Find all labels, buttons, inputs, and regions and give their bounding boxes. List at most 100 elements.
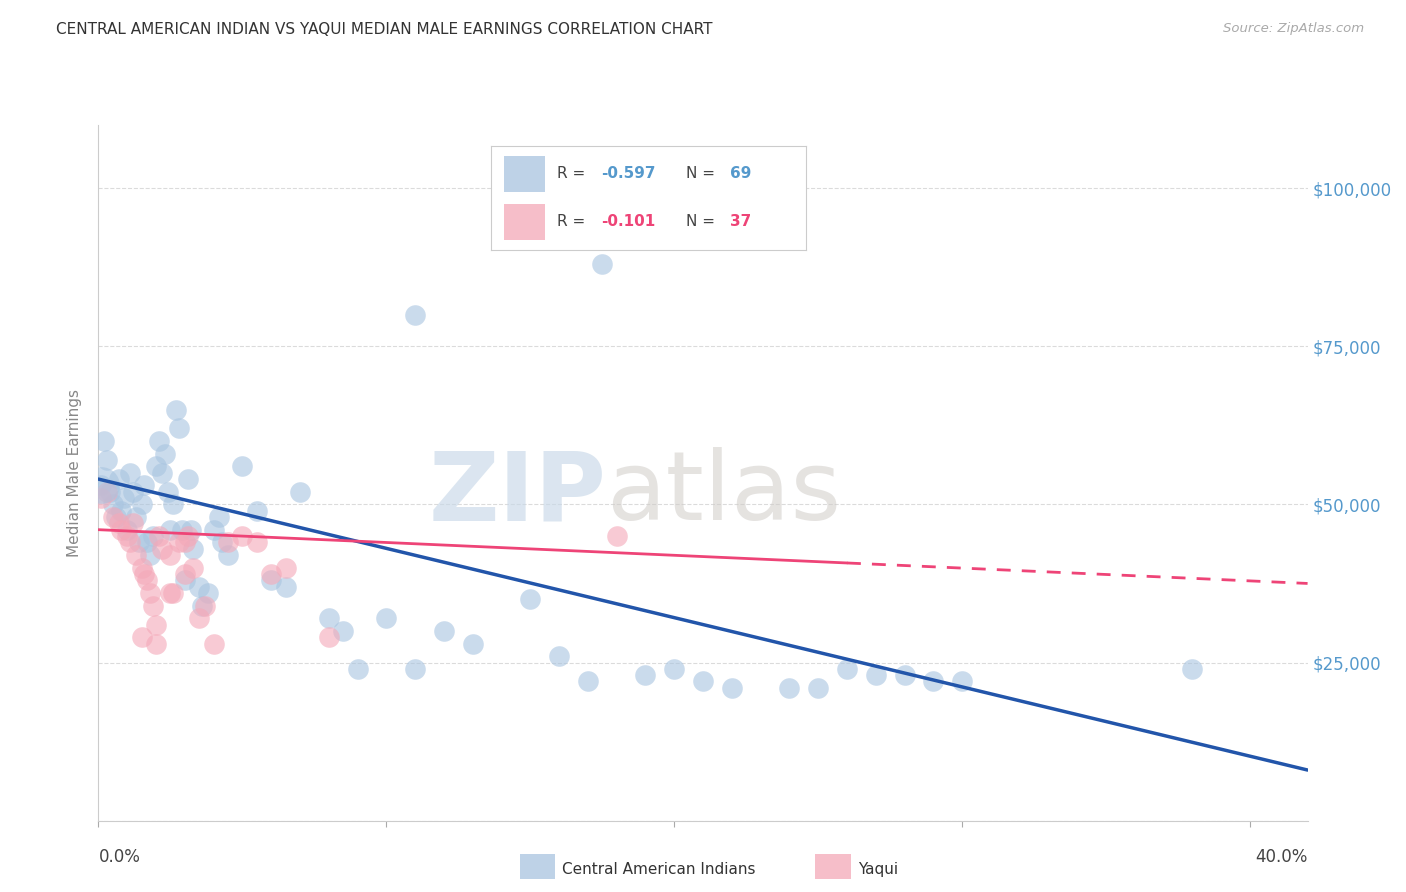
Point bbox=[125, 548, 148, 562]
Point bbox=[606, 529, 628, 543]
Point bbox=[110, 504, 132, 518]
Text: N =: N = bbox=[686, 214, 720, 229]
Text: Central American Indians: Central American Indians bbox=[562, 863, 756, 877]
Text: 40.0%: 40.0% bbox=[1256, 848, 1308, 866]
Point bbox=[1181, 662, 1204, 676]
Point bbox=[404, 662, 426, 676]
Point bbox=[375, 611, 398, 625]
Point bbox=[136, 535, 159, 549]
Point bbox=[246, 504, 269, 518]
Point bbox=[101, 497, 124, 511]
Point bbox=[274, 560, 297, 574]
Point bbox=[176, 472, 198, 486]
Point bbox=[159, 523, 181, 537]
Point bbox=[101, 510, 124, 524]
Point bbox=[183, 560, 205, 574]
Point bbox=[107, 472, 129, 486]
Point bbox=[664, 662, 686, 676]
Text: N =: N = bbox=[686, 167, 720, 181]
Point bbox=[591, 257, 613, 271]
Point bbox=[122, 484, 145, 499]
Point bbox=[142, 529, 165, 543]
Point bbox=[893, 668, 915, 682]
Point bbox=[173, 566, 195, 581]
Point bbox=[865, 668, 887, 682]
Text: atlas: atlas bbox=[606, 447, 841, 541]
Point bbox=[318, 611, 340, 625]
Point bbox=[188, 580, 211, 594]
Point bbox=[183, 541, 205, 556]
FancyBboxPatch shape bbox=[503, 156, 546, 192]
Point bbox=[170, 523, 193, 537]
Text: Yaqui: Yaqui bbox=[858, 863, 898, 877]
Point bbox=[142, 599, 165, 613]
Point bbox=[98, 484, 121, 499]
Text: 0.0%: 0.0% bbox=[98, 848, 141, 866]
Point bbox=[211, 535, 233, 549]
Point bbox=[139, 586, 162, 600]
Point bbox=[576, 674, 599, 689]
Point bbox=[115, 529, 138, 543]
Point bbox=[107, 516, 129, 531]
Point bbox=[180, 523, 202, 537]
Point bbox=[260, 566, 283, 581]
Point bbox=[231, 459, 253, 474]
Point bbox=[202, 636, 225, 650]
Point bbox=[692, 674, 714, 689]
Point bbox=[922, 674, 945, 689]
Point bbox=[835, 662, 858, 676]
Point bbox=[202, 523, 225, 537]
Point bbox=[136, 574, 159, 588]
Point bbox=[120, 535, 142, 549]
Point bbox=[145, 636, 167, 650]
Point bbox=[120, 466, 142, 480]
Point bbox=[162, 497, 184, 511]
Point bbox=[112, 491, 135, 505]
Point bbox=[176, 529, 198, 543]
Point bbox=[115, 523, 138, 537]
Text: -0.101: -0.101 bbox=[602, 214, 655, 229]
Text: CENTRAL AMERICAN INDIAN VS YAQUI MEDIAN MALE EARNINGS CORRELATION CHART: CENTRAL AMERICAN INDIAN VS YAQUI MEDIAN … bbox=[56, 22, 713, 37]
Point bbox=[433, 624, 456, 638]
Point bbox=[134, 478, 156, 492]
Point bbox=[134, 566, 156, 581]
Point bbox=[145, 617, 167, 632]
Point bbox=[153, 447, 176, 461]
Point bbox=[720, 681, 742, 695]
Point bbox=[208, 510, 231, 524]
Point bbox=[150, 466, 173, 480]
Point bbox=[188, 611, 211, 625]
Point bbox=[156, 484, 179, 499]
Point bbox=[778, 681, 800, 695]
Text: R =: R = bbox=[557, 167, 591, 181]
Point bbox=[139, 548, 162, 562]
Text: 69: 69 bbox=[730, 167, 752, 181]
Point bbox=[173, 535, 195, 549]
Point bbox=[807, 681, 830, 695]
Point bbox=[548, 649, 571, 664]
Point bbox=[950, 674, 973, 689]
Point bbox=[167, 421, 190, 435]
Point bbox=[217, 535, 239, 549]
Point bbox=[165, 402, 187, 417]
Point bbox=[519, 592, 541, 607]
Point bbox=[159, 548, 181, 562]
Point bbox=[162, 586, 184, 600]
Point bbox=[148, 434, 170, 449]
Y-axis label: Median Male Earnings: Median Male Earnings bbox=[67, 389, 83, 557]
Point bbox=[332, 624, 354, 638]
Point bbox=[191, 599, 214, 613]
Point bbox=[104, 510, 127, 524]
Point bbox=[93, 434, 115, 449]
Point bbox=[150, 541, 173, 556]
Text: R =: R = bbox=[557, 214, 591, 229]
Point bbox=[90, 478, 112, 492]
Point bbox=[148, 529, 170, 543]
Point bbox=[260, 574, 283, 588]
Point bbox=[461, 636, 484, 650]
Point bbox=[288, 484, 311, 499]
Text: 37: 37 bbox=[730, 214, 752, 229]
Point bbox=[131, 497, 153, 511]
Point bbox=[634, 668, 657, 682]
Point bbox=[318, 630, 340, 644]
